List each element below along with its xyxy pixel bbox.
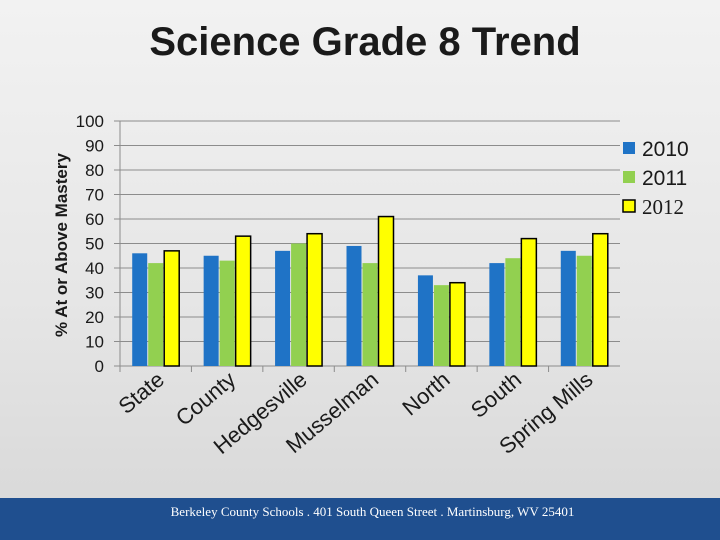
legend-swatch [623, 142, 635, 154]
y-axis-title-group: % At or Above Mastery [52, 153, 71, 337]
bar-2012-spring-mills [592, 232, 609, 367]
y-tick-label: 50 [85, 235, 104, 254]
bar-2010-north [417, 275, 433, 366]
footer-bar [0, 498, 720, 540]
bar-2011-hedgesville [291, 243, 307, 366]
chart-title: Science Grade 8 Trend [149, 20, 581, 64]
y-tick-label: 90 [85, 137, 104, 156]
y-axis-title: % At or Above Mastery [52, 153, 71, 337]
y-tick-label: 100 [76, 112, 104, 131]
y-tick-label: 70 [85, 186, 104, 205]
chart-canvas: 0 10 20 30 40 50 60 70 80 90 100 State CountyHedges… [52, 112, 689, 459]
y-tick-label: 30 [85, 284, 104, 303]
y-tick-label: 10 [85, 333, 104, 352]
y-axis-ticks: 0 10 20 30 40 50 60 70 80 90 100 [76, 112, 104, 376]
bar-series [132, 215, 609, 367]
bar-2012-musselman [377, 215, 395, 367]
bar-2011-state [148, 263, 164, 366]
y-tick-label: 20 [85, 308, 104, 327]
legend-swatch [623, 171, 635, 183]
bar-2010-state [132, 253, 148, 366]
bar-2011-south [505, 258, 521, 366]
footer-text: Berkeley County Schools . 401 South Quee… [170, 504, 575, 519]
legend-swatch [622, 199, 636, 213]
legend-label: 2010 [642, 138, 689, 161]
bar-2010-county [203, 255, 219, 366]
bar-2012-county [234, 235, 252, 367]
legend-label: 2011 [642, 167, 687, 190]
bar-2010-south [489, 263, 505, 366]
bar-2011-county [219, 260, 235, 366]
legend: 2010 2011 2012 [622, 138, 689, 219]
y-tick-label: 40 [85, 259, 104, 278]
bar-2011-spring-mills [576, 255, 592, 366]
bar-2012-hedgesville [306, 232, 323, 367]
x-category-label: State [114, 367, 169, 419]
x-category-label: South [466, 367, 526, 423]
bar-2010-musselman [346, 245, 362, 366]
y-tick-label: 60 [85, 210, 104, 229]
bar-2012-south [520, 237, 538, 367]
bar-2012-state [163, 250, 180, 367]
bar-2011-musselman [362, 263, 378, 366]
bar-2010-spring-mills [560, 250, 576, 366]
x-category-label: North [397, 367, 454, 421]
bar-2010-hedgesville [275, 250, 291, 366]
y-tick-label: 0 [95, 357, 104, 376]
legend-label: 2012 [642, 195, 684, 219]
y-tick-label: 80 [85, 161, 104, 180]
bar-2012-north [449, 281, 466, 367]
bar-2011-north [433, 285, 449, 366]
